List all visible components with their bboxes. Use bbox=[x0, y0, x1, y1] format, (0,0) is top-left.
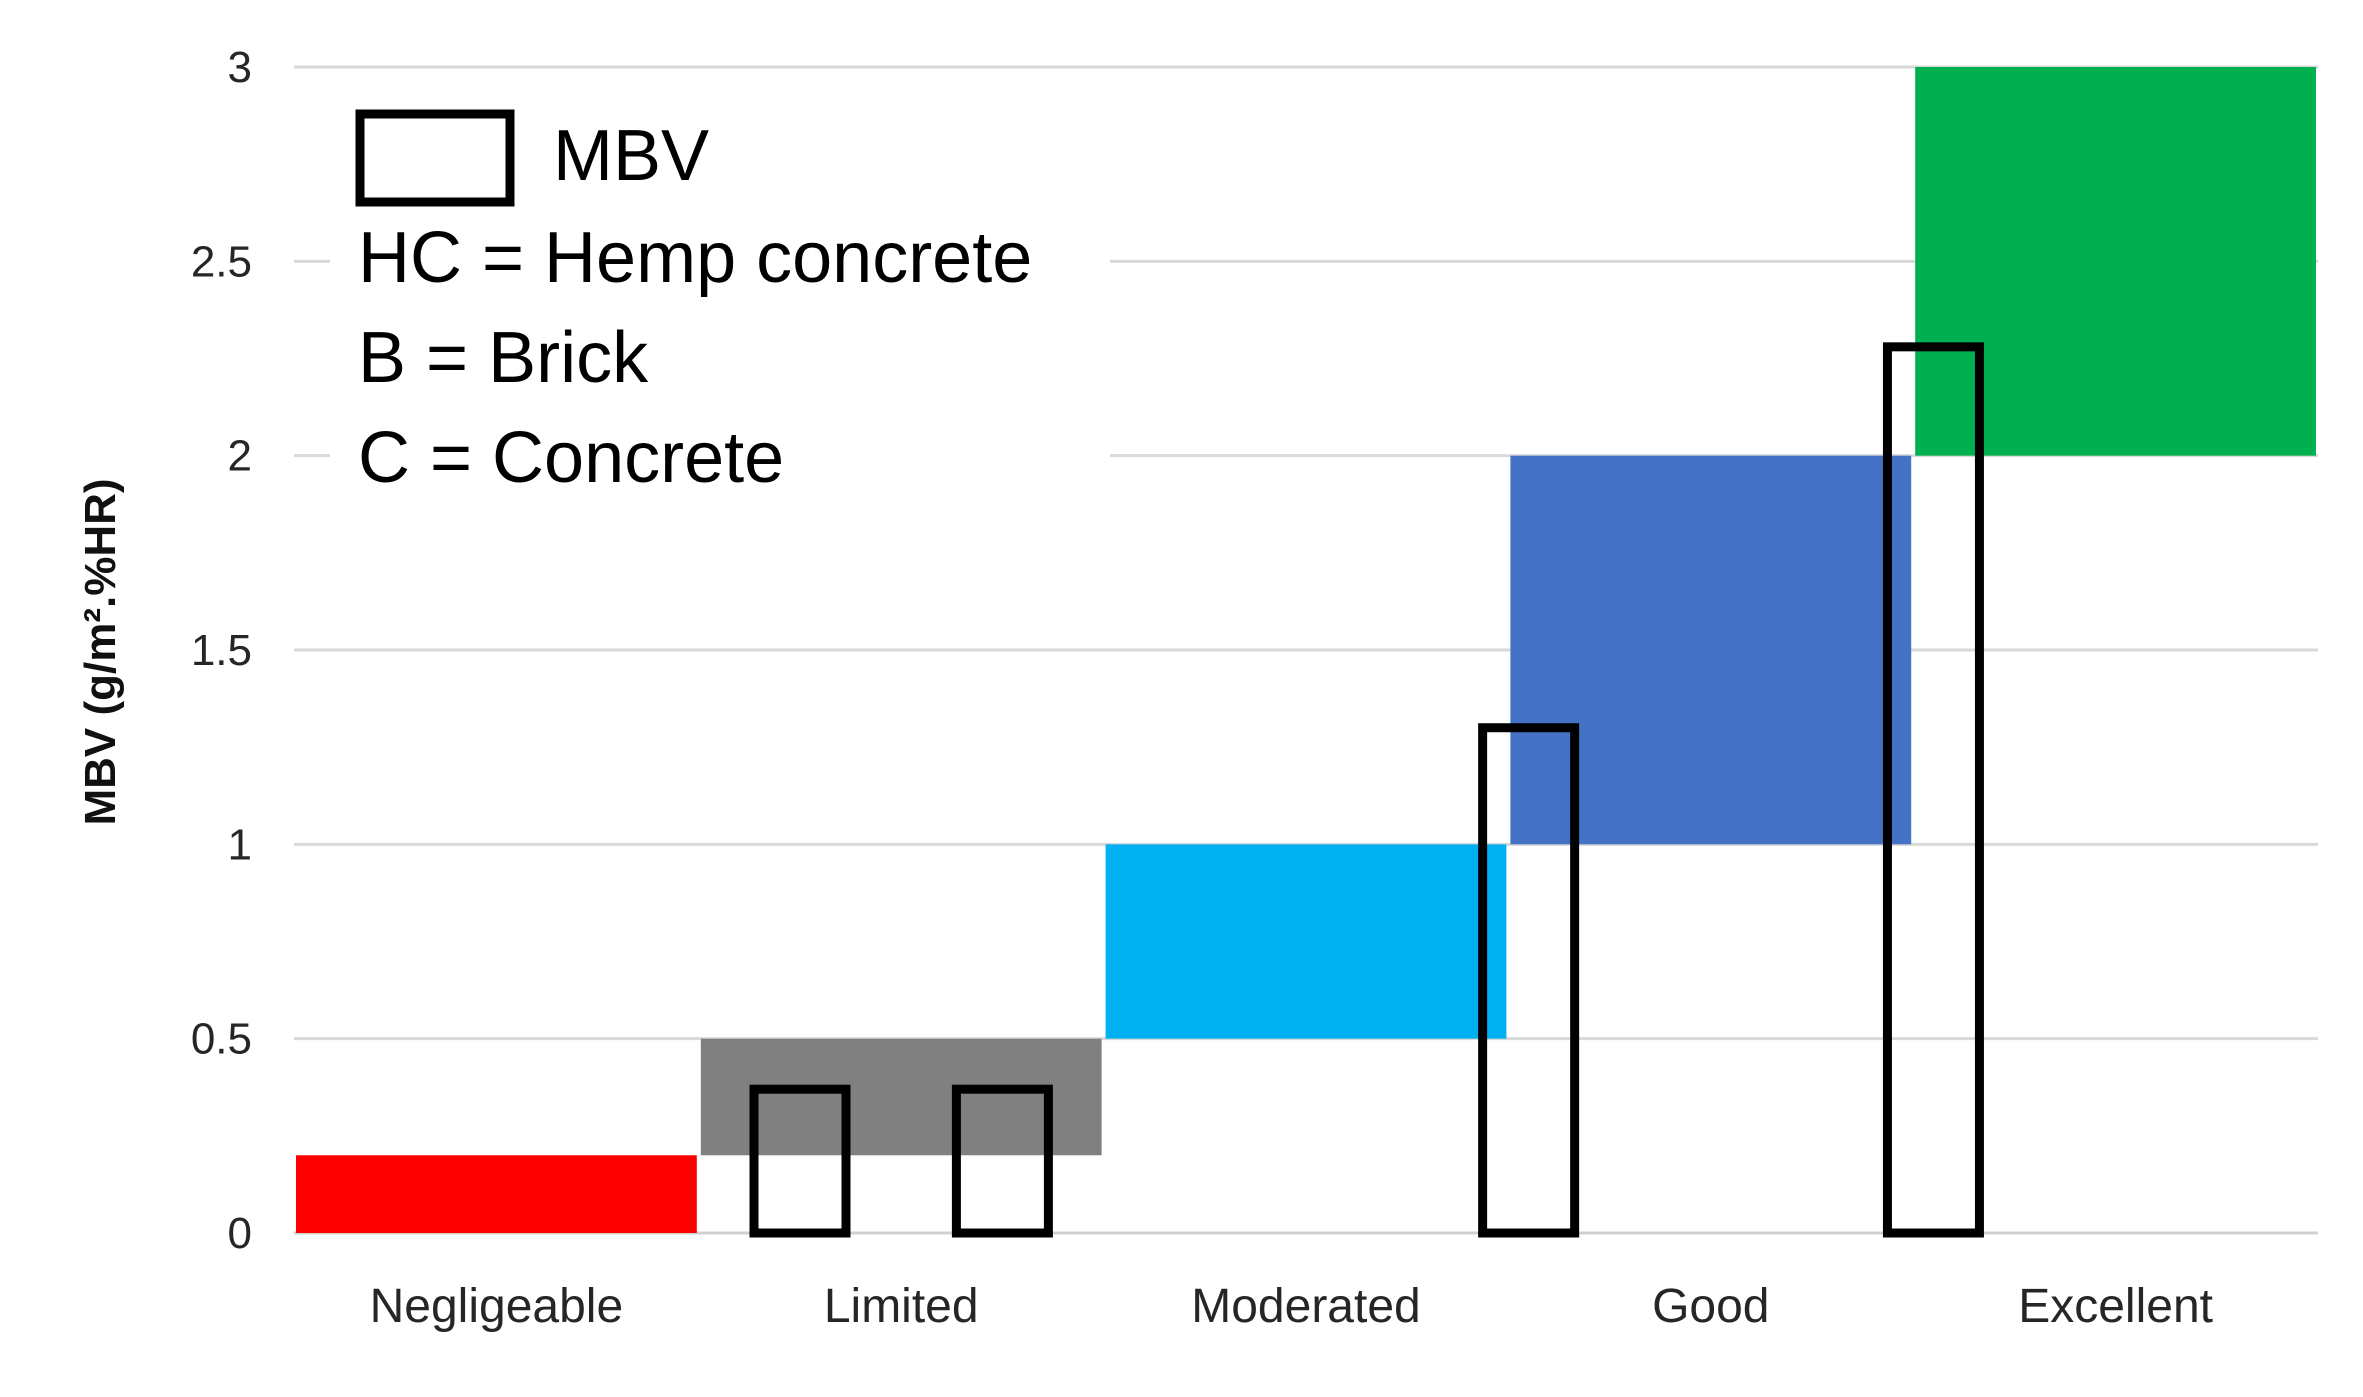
x-category-label: Limited bbox=[824, 1280, 979, 1333]
x-category-label: Negligeable bbox=[370, 1280, 624, 1333]
y-tick-label: 3 bbox=[228, 43, 252, 92]
y-tick-label: 1.5 bbox=[191, 626, 252, 675]
legend-mbv-label: MBV bbox=[553, 116, 709, 196]
x-category-label: Excellent bbox=[2018, 1280, 2213, 1333]
class-range-limited bbox=[701, 1039, 1102, 1156]
legend-note-hemp-concrete: HC = Hemp concrete bbox=[358, 218, 1032, 298]
legend-note-concrete: C = Concrete bbox=[358, 418, 784, 498]
y-tick-label: 0 bbox=[228, 1209, 252, 1258]
legend-note-brick: B = Brick bbox=[358, 318, 649, 398]
class-range-negligeable bbox=[296, 1155, 697, 1233]
y-tick-label: 0.5 bbox=[191, 1015, 252, 1064]
x-category-label: Moderated bbox=[1191, 1280, 1420, 1333]
y-tick-label: 1 bbox=[228, 820, 252, 869]
y-tick-label: 2 bbox=[228, 432, 252, 481]
y-axis-label: MBV (g/m².%HR) bbox=[76, 478, 125, 825]
mbv-class-chart: 0 0.5 1 1.5 2 2.5 3 Negligeable Limited Moderate… bbox=[0, 0, 2363, 1397]
class-range-moderated bbox=[1106, 844, 1507, 1038]
x-category-label: Good bbox=[1652, 1280, 1769, 1333]
y-tick-label: 2.5 bbox=[191, 237, 252, 286]
legend: MBV HC = Hemp concrete B = Brick C = Con… bbox=[330, 82, 1110, 512]
